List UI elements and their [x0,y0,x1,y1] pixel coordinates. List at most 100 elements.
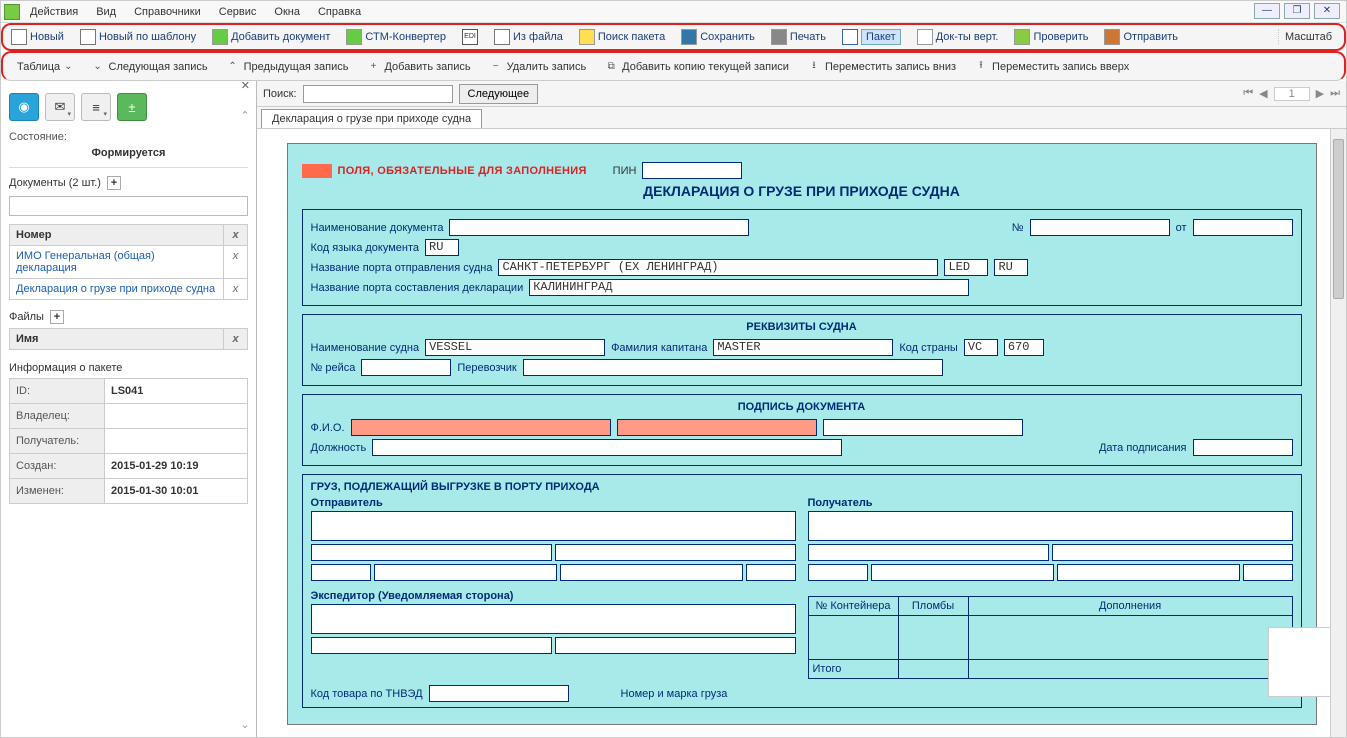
info-label: Создан: [10,454,105,478]
position-field[interactable] [372,439,842,456]
menu-help[interactable]: Справка [310,4,369,20]
sidebar-close-icon[interactable]: ✕ [241,81,250,92]
country-code-field[interactable]: VC [964,339,998,356]
menu-service[interactable]: Сервис [211,4,265,20]
send-button[interactable]: Отправить [1100,27,1182,47]
doc-delete-icon[interactable]: x [223,279,247,299]
pin-field[interactable] [642,162,742,179]
search-input[interactable] [303,85,453,103]
page-thumbnail[interactable] [1268,627,1338,697]
ship-name-field[interactable]: VESSEL [425,339,605,356]
menu-view[interactable]: Вид [88,4,124,20]
carrier-field[interactable] [523,359,943,376]
search-next-button[interactable]: Следующее [459,84,539,104]
menu-windows[interactable]: Окна [266,4,308,20]
save-icon [681,29,697,45]
add-document-button[interactable]: Добавить документ [208,27,334,47]
from-file-button[interactable]: Из файла [490,27,567,47]
nav-next-icon[interactable]: ▶ [1316,87,1324,100]
info-label: Изменен: [10,479,105,503]
info-label: ID: [10,379,105,403]
dep-port-code[interactable]: LED [944,259,988,276]
menu-refs[interactable]: Справочники [126,4,209,20]
add-document-icon[interactable]: + [107,176,121,190]
next-record-button[interactable]: ⌄Следующая запись [87,58,212,76]
sign-header: ПОДПИСЬ ДОКУМЕНТА [311,401,1293,413]
receiver-field[interactable] [808,511,1293,541]
doc-link[interactable]: Декларация о грузе при приходе судна [10,279,223,299]
sidebar-list-button[interactable]: ≡▾ [81,93,111,121]
pin-label: ПИН [613,165,637,177]
documents-filter-input[interactable] [9,196,248,216]
table-dropdown[interactable]: Таблица⌄ [13,59,77,75]
decl-port-field[interactable]: КАЛИНИНГРАД [529,279,969,296]
fio-last-field[interactable] [351,419,611,436]
seals-cell[interactable] [899,616,969,660]
document-viewport[interactable]: ПОЛЯ, ОБЯЗАТЕЛЬНЫЕ ДЛЯ ЗАПОЛНЕНИЯ ПИН ДЕ… [257,129,1346,737]
sender-field[interactable] [311,511,796,541]
new-doc-icon [11,29,27,45]
add-file-icon[interactable]: + [50,310,64,324]
print-button[interactable]: Печать [767,27,830,47]
scroll-up-icon[interactable]: ⌃ [236,109,254,122]
documents-header: Документы (2 шт.) [9,177,101,189]
lang-field[interactable]: RU [425,239,459,256]
container-cell[interactable] [809,616,899,660]
window-minimize-icon[interactable]: — [1254,3,1280,19]
info-label: Получатель: [10,429,105,453]
sidebar-mail-button[interactable]: ✉▾ [45,93,75,121]
fio-mid-field[interactable] [823,419,1023,436]
forwarder-field[interactable] [311,604,796,634]
files-header: Файлы [9,311,44,323]
num-field[interactable] [1030,219,1170,236]
move-up-button[interactable]: ⭱Переместить запись вверх [970,58,1133,76]
nav-last-icon[interactable]: ⏭ [1330,87,1340,100]
sidebar-add-button[interactable]: ± [117,93,147,121]
doc-link[interactable]: ИМО Генеральная (общая) декларация [10,246,223,278]
from-field[interactable] [1193,219,1293,236]
save-button[interactable]: Сохранить [677,27,759,47]
fio-first-field[interactable] [617,419,817,436]
packet-button[interactable]: Пакет [838,27,905,47]
vertical-scrollbar[interactable] [1330,129,1346,737]
delete-record-button[interactable]: −Удалить запись [485,58,591,76]
dep-port-country[interactable]: RU [994,259,1028,276]
check-button[interactable]: Проверить [1010,27,1092,47]
country-num-field[interactable]: 670 [1004,339,1044,356]
sign-date-field[interactable] [1193,439,1293,456]
additions-col: Дополнения [969,597,1292,616]
scroll-down-icon[interactable]: ⌄ [236,718,254,731]
nav-first-icon[interactable]: ⏮ [1243,87,1253,100]
down-icon: ⌄ [91,60,105,74]
stm-converter-button[interactable]: СТМ-Конвертер [342,27,450,47]
sidebar-info-button[interactable]: ◉ [9,93,39,121]
additions-cell[interactable] [969,616,1292,660]
move-down-button[interactable]: ⭳Переместить запись вниз [803,58,960,76]
prev-record-button[interactable]: ⌃Предыдущая запись [222,58,353,76]
page-number: 1 [1274,87,1310,101]
sidebar: ✕ ◉ ✉▾ ≡▾ ± ⌃ Состояние: Формируется Док… [1,81,257,737]
add-record-button[interactable]: +Добавить запись [362,58,474,76]
new-button[interactable]: Новый [7,27,68,47]
doc-name-field[interactable] [449,219,749,236]
nav-prev-icon[interactable]: ◀ [1259,87,1267,100]
find-packet-button[interactable]: Поиск пакета [575,27,669,47]
captain-field[interactable]: MASTER [713,339,893,356]
voyage-field[interactable] [361,359,451,376]
window-close-icon[interactable]: ✕ [1314,3,1340,19]
menu-actions[interactable]: Действия [22,4,86,20]
captain-label: Фамилия капитана [611,342,707,354]
doc-delete-icon[interactable]: x [223,246,247,278]
docs-vert-icon [917,29,933,45]
edi-button[interactable]: EDI [458,27,482,47]
new-template-button[interactable]: Новый по шаблону [76,27,200,47]
docs-vertical-button[interactable]: Док-ты верт. [913,27,1003,47]
state-label: Состояние: [9,131,248,143]
zoom-label[interactable]: Масштаб [1278,29,1338,45]
tnved-field[interactable] [429,685,569,702]
copy-record-button[interactable]: ⧉Добавить копию текущей записи [600,58,793,76]
tab-declaration[interactable]: Декларация о грузе при приходе судна [261,109,482,128]
dep-port-field[interactable]: САНКТ-ПЕТЕРБУРГ (EX ЛЕНИНГРАД) [498,259,938,276]
thumbnail-rail [1268,627,1338,697]
window-restore-icon[interactable]: ❐ [1284,3,1310,19]
